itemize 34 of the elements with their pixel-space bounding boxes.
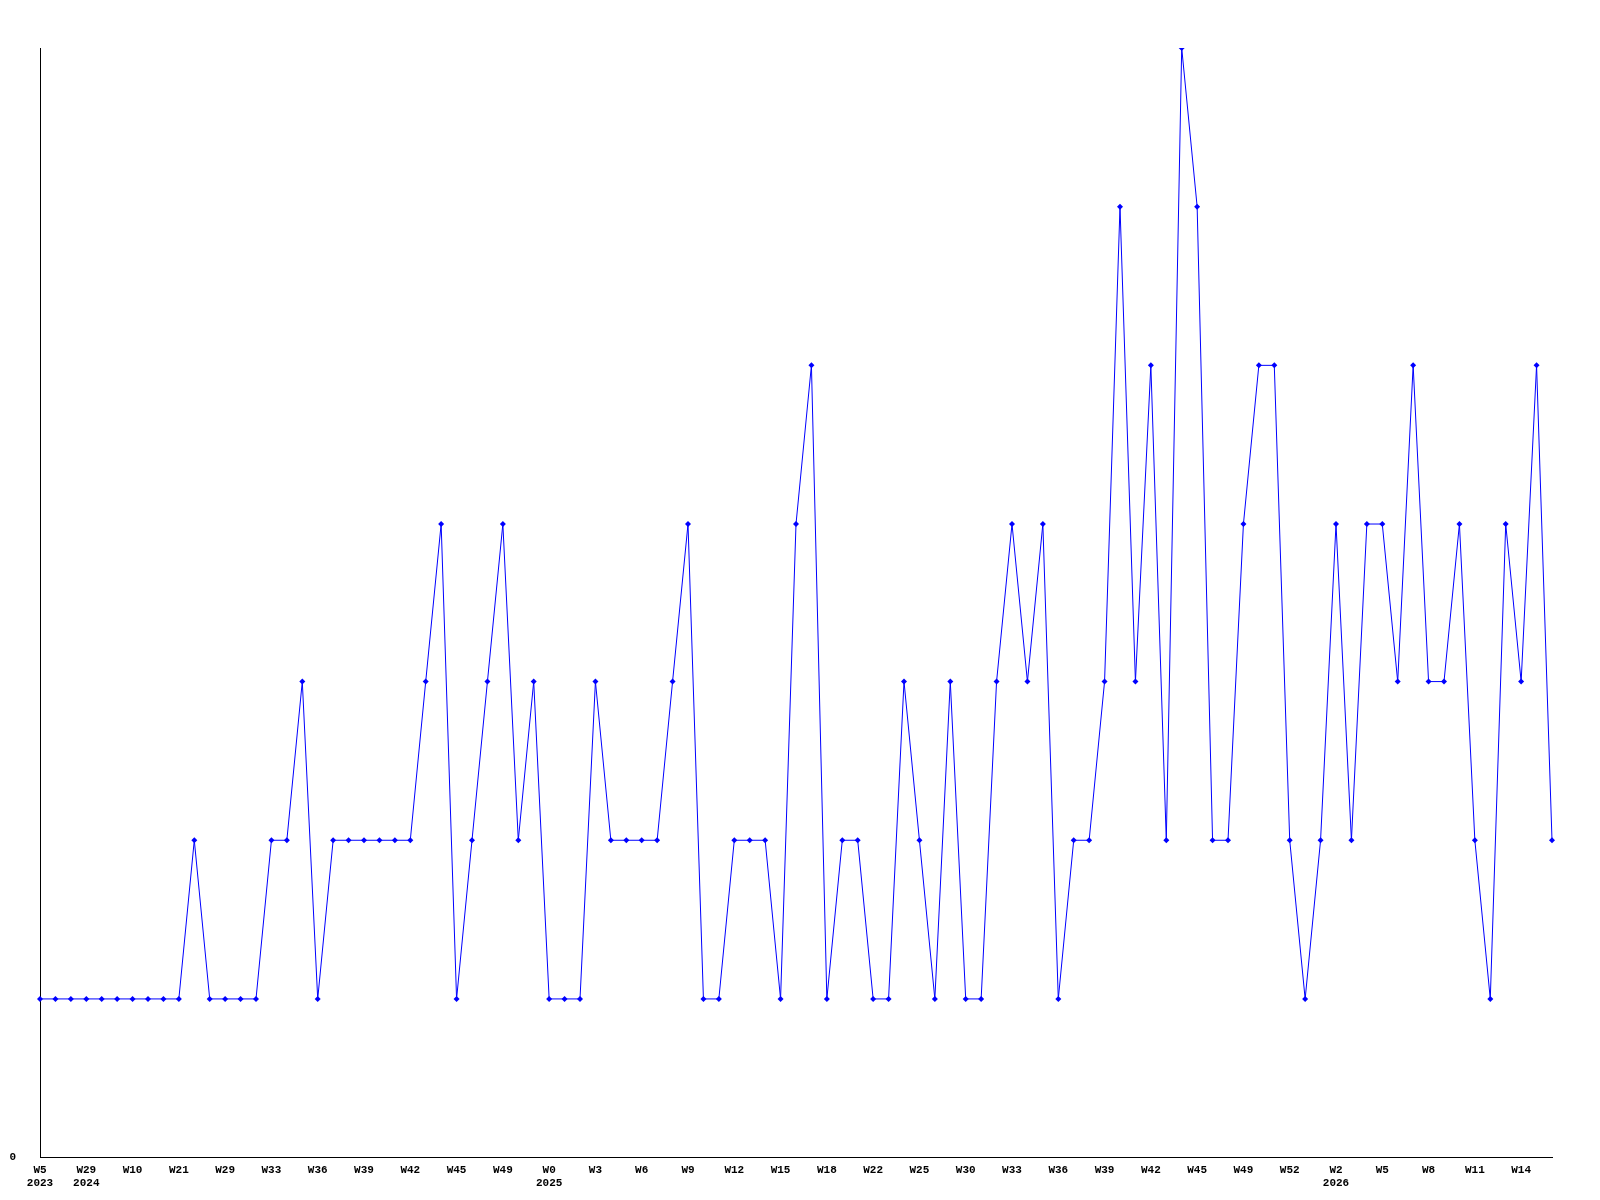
x-tick-label: W42 xyxy=(1140,1163,1161,1176)
x-tick-label: W6 xyxy=(635,1163,649,1176)
x-tick-label: W21 xyxy=(168,1163,190,1176)
x-tick-label: W5 2023 xyxy=(26,1163,54,1190)
x-tick-label: W42 xyxy=(400,1163,421,1176)
x-tick-label: W30 xyxy=(955,1163,976,1176)
x-tick-label: W11 xyxy=(1464,1163,1486,1176)
text: 0 xyxy=(9,1151,16,1164)
x-tick-label: W5 xyxy=(1375,1163,1390,1176)
x-tick-label: W2 2026 xyxy=(1322,1163,1350,1190)
x-tick-label: W36 xyxy=(307,1163,328,1176)
x-tick-label: W52 xyxy=(1279,1163,1300,1176)
x-tick-label: W18 xyxy=(816,1163,838,1176)
x-tick-label: W29 2024 xyxy=(73,1163,100,1190)
x-tick-label: W29 xyxy=(215,1163,236,1176)
x-tick-label: W36 xyxy=(1048,1163,1069,1176)
x-tick-label: W10 xyxy=(122,1163,143,1176)
x-tick-label: W33 xyxy=(261,1163,282,1176)
x-tick-label: W22 xyxy=(863,1163,884,1176)
x-tick-label: W33 xyxy=(1002,1163,1023,1176)
x-tick-label: W45 xyxy=(1187,1163,1208,1176)
x-tick-label: W15 xyxy=(770,1163,791,1176)
x-tick-label: W39 xyxy=(1094,1163,1115,1176)
x-tick-label: W39 xyxy=(354,1163,374,1176)
x-tick-label: W49 xyxy=(1233,1163,1254,1176)
x-tick-label: W8 xyxy=(1421,1163,1436,1176)
x-tick-label: W25 xyxy=(909,1163,930,1176)
x-tick-label: W49 xyxy=(492,1163,513,1176)
x-tick-label: W14 xyxy=(1511,1163,1532,1176)
x-tick-label: W12 xyxy=(724,1163,745,1176)
x-tick-label: W9 xyxy=(681,1163,695,1176)
x-tick-label: W0 2025 xyxy=(535,1163,563,1190)
x-tick-label: W3 xyxy=(588,1163,603,1176)
x-tick-label: W45 xyxy=(446,1163,467,1176)
